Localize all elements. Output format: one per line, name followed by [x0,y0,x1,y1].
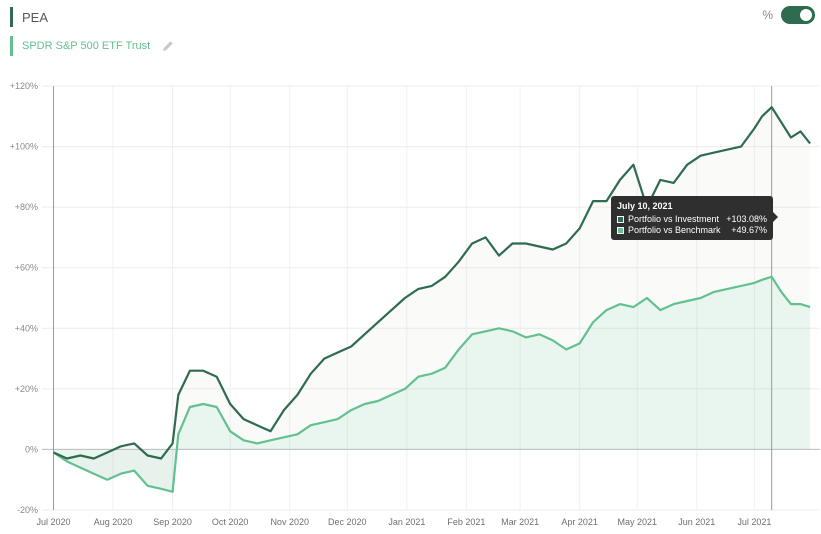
x-tick-label: May 2021 [617,517,657,527]
legend-color-bar [10,7,13,27]
legend-item-benchmark[interactable]: SPDR S&P 500 ETF Trust [10,36,174,56]
y-tick-label: +60% [15,263,38,273]
tooltip-row-label: Portfolio vs Investment [628,214,720,224]
y-tick-label: -20% [17,505,38,515]
legend-item-pea[interactable]: PEA [10,7,48,27]
x-tick-label: Nov 2020 [270,517,309,527]
x-tick-label: Dec 2020 [328,517,367,527]
tooltip-row-value: +49.67% [731,225,767,235]
y-tick-label: +20% [15,384,38,394]
y-tick-label: +80% [15,202,38,212]
legend-color-bar [10,36,13,56]
x-tick-label: Aug 2020 [94,517,133,527]
series-line-benchmark [52,275,811,493]
x-tick-label: Jul 2020 [37,517,71,527]
tooltip-swatch [617,216,624,223]
toggle-knob [800,9,812,21]
x-tick-label: Oct 2020 [212,517,249,527]
x-tick-label: Sep 2020 [153,517,192,527]
percent-toggle-group: % [762,6,815,24]
pencil-icon[interactable] [162,40,174,52]
x-tick-label: Jun 2021 [678,517,715,527]
benchmark-area [53,276,811,492]
tooltip-row-value: +103.08% [726,214,767,224]
y-tick-label: +100% [10,142,38,152]
x-tick-label: Jan 2021 [388,517,425,527]
y-tick-label: +120% [10,81,38,91]
x-tick-label: Jul 2021 [737,517,771,527]
tooltip-row: Portfolio vs Investment +103.08% [617,214,767,225]
tooltip-date: July 10, 2021 [617,201,673,211]
gridlines-vertical [53,86,755,510]
percent-toggle[interactable] [781,6,815,24]
y-tick-label: 0% [25,444,38,454]
legend-label: SPDR S&P 500 ETF Trust [22,40,151,52]
y-tick-label: +40% [15,323,38,333]
legend-label: PEA [22,9,49,25]
chart-tooltip: July 10, 2021 Portfolio vs Investment +1… [611,196,778,240]
x-tick-label: Mar 2021 [501,517,539,527]
tooltip-row-label: Portfolio vs Benchmark [628,225,721,235]
x-tick-label: Apr 2021 [561,517,598,527]
percent-label: % [762,8,773,22]
series-line-pea [53,106,811,460]
x-tick-label: Feb 2021 [447,517,485,527]
tooltip-row: Portfolio vs Benchmark +49.67% [617,225,767,236]
tooltip-swatch [617,227,624,234]
